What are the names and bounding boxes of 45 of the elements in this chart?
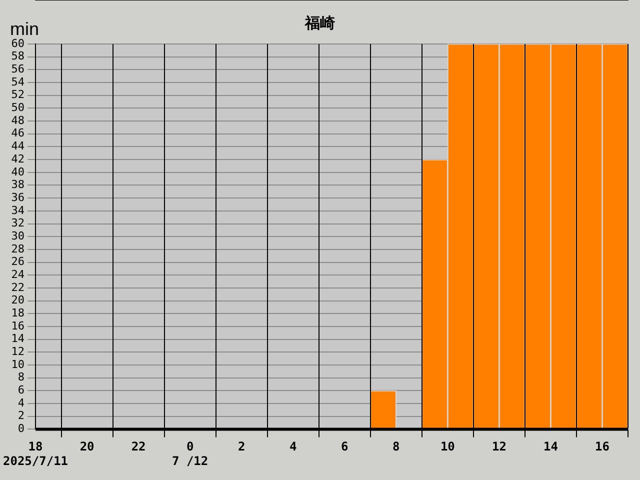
y-tick-label: 8: [18, 370, 25, 384]
y-tick-label: 32: [11, 216, 25, 230]
y-tick-label: 2: [18, 409, 25, 422]
y-tick-label: 18: [11, 306, 25, 320]
y-tick-label: 50: [11, 101, 25, 114]
x-tick-label: 2: [238, 440, 246, 454]
x-tick-label: 12: [492, 440, 506, 454]
y-tick-label: 56: [11, 62, 25, 76]
y-tick-label: 52: [11, 88, 25, 102]
y-tick-label: 24: [11, 268, 25, 281]
y-tick-label: 54: [11, 75, 25, 88]
x-tick-label: 16: [595, 440, 610, 454]
y-tick-label: 22: [11, 280, 25, 294]
y-tick-label: 0: [18, 422, 25, 436]
chart-title: 福崎: [304, 14, 335, 32]
y-tick-label: 16: [11, 319, 25, 332]
x-tick-label: 14: [543, 440, 558, 454]
y-tick-label: 44: [11, 140, 25, 153]
y-tick-label: 6: [18, 384, 25, 397]
y-tick-label: 20: [11, 294, 25, 307]
y-tick-label: 26: [11, 255, 25, 268]
y-axis-title: min: [10, 18, 40, 39]
y-tick-label: 14: [11, 332, 25, 346]
y-tick-label: 42: [11, 152, 25, 166]
y-tick-label: 12: [11, 345, 25, 358]
x-tick-label: 20: [80, 440, 94, 454]
y-tick-label: 48: [11, 114, 25, 127]
y-tick-label: 60: [11, 36, 25, 50]
x-tick-label: 18 2025/7/11: [2, 440, 68, 468]
y-tick-label: 38: [11, 178, 25, 192]
y-tick-label: 28: [11, 242, 25, 256]
y-tick-label: 40: [11, 165, 25, 178]
y-tick-label: 58: [11, 50, 25, 63]
x-tick-label: 10: [440, 440, 455, 454]
y-tick-label: 10: [11, 358, 25, 371]
x-tick-label: 0 7 /12: [172, 440, 208, 468]
x-tick-label: 6: [341, 440, 348, 454]
x-tick-label: 8: [392, 440, 400, 454]
y-tick-label: 36: [11, 190, 25, 204]
y-tick-label: 4: [18, 396, 25, 410]
y-tick-label: 46: [11, 126, 25, 140]
y-tick-label: 30: [11, 229, 25, 242]
y-tick-label: 34: [11, 204, 25, 217]
x-tick-label: 4: [290, 440, 297, 454]
x-tick-label: 22: [131, 440, 146, 454]
